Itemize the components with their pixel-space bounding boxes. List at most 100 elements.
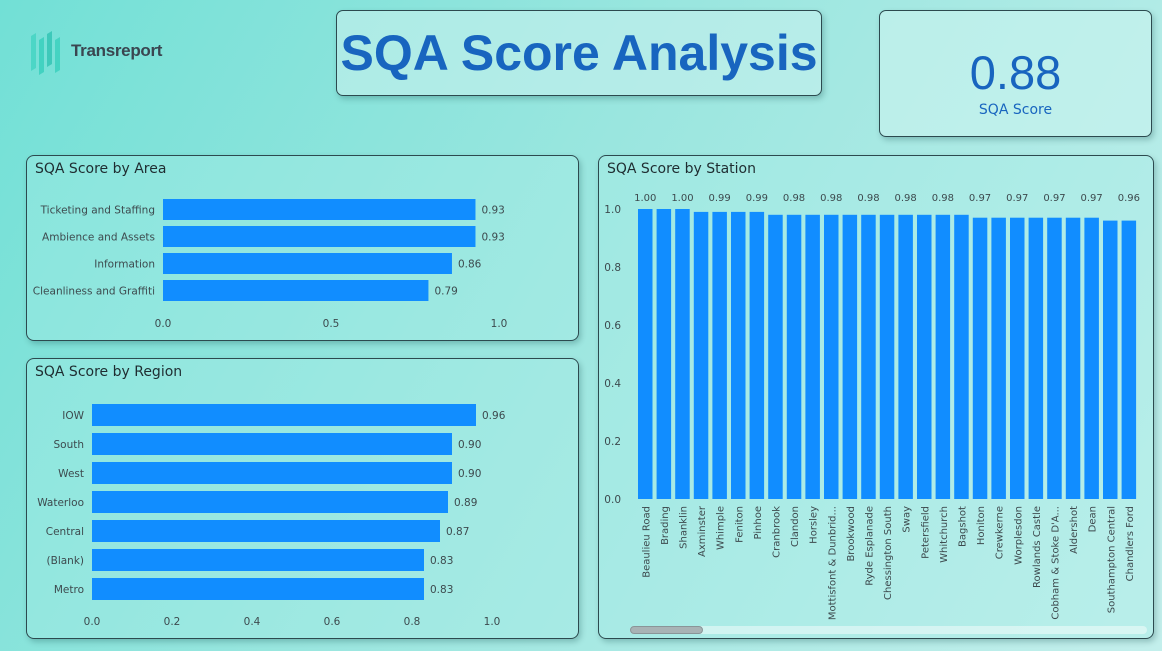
station-data-label: 0.97 (1006, 193, 1028, 204)
station-category-label: Worplesdon (1013, 506, 1024, 565)
station-data-label: 0.99 (746, 193, 768, 204)
region-bar[interactable] (92, 404, 476, 426)
station-category-label: Dean (1088, 506, 1099, 532)
station-category-label: Feniton (734, 506, 745, 543)
region-data-label: 0.96 (482, 410, 506, 422)
title-box: SQA Score Analysis (336, 10, 822, 96)
region-chart: IOW 0.96 South 0.90 West 0.90 Waterloo 0.89 Cent… (37, 404, 506, 628)
area-data-label: 0.93 (481, 205, 504, 217)
station-chart-title: SQA Score by Station (607, 161, 756, 177)
kpi-label: SQA Score (978, 102, 1053, 118)
station-category-label: Brookwood (846, 506, 857, 562)
station-bar[interactable] (1010, 217, 1025, 499)
area-bar[interactable] (163, 280, 429, 301)
station-category-label: Beaulieu Road (641, 506, 652, 578)
station-category-label: Crewkerne (995, 506, 1006, 559)
station-axis-tick: 0.6 (604, 320, 621, 332)
area-bar[interactable] (163, 253, 452, 274)
station-data-label: 0.99 (709, 193, 731, 204)
station-bar[interactable] (972, 217, 988, 499)
station-category-label: Chessington South (883, 506, 894, 600)
station-data-label: 0.98 (783, 193, 805, 204)
station-category-label: Mottisfont & Dunbrid... (827, 506, 838, 620)
area-category-label: Ticketing and Staffing (40, 205, 155, 217)
station-data-label: 1.00 (671, 193, 693, 204)
station-category-label: Petersfield (920, 506, 931, 559)
station-category-label: Whimple (716, 506, 727, 550)
station-bar[interactable] (693, 211, 709, 499)
scrollbar-thumb[interactable] (630, 626, 703, 634)
station-category-label: Whitchurch (939, 506, 950, 563)
area-data-label: 0.79 (434, 286, 457, 298)
station-data-label: 0.98 (820, 193, 842, 204)
area-chart-panel[interactable]: SQA Score by Area Ticketing and Staffing… (26, 155, 579, 341)
area-axis-tick: 1.0 (491, 318, 508, 330)
station-category-label: Clandon (790, 506, 801, 547)
area-category-label: Cleanliness and Graffiti (33, 286, 155, 298)
area-bar[interactable] (163, 226, 476, 247)
station-data-label: 0.98 (932, 193, 954, 204)
region-bar[interactable] (92, 520, 440, 542)
transreport-logo-icon (31, 31, 60, 75)
region-bar[interactable] (92, 433, 452, 455)
region-bar[interactable] (92, 462, 452, 484)
station-bar[interactable] (935, 214, 951, 500)
station-bar[interactable] (656, 209, 672, 499)
station-bar[interactable] (731, 211, 746, 499)
logo-text: Transreport (71, 41, 163, 60)
station-bar[interactable] (768, 214, 783, 500)
station-category-label: Rowlands Castle (1032, 506, 1043, 588)
area-category-label: Ambience and Assets (42, 232, 155, 244)
station-bar[interactable] (1065, 217, 1081, 499)
station-bar[interactable] (898, 214, 913, 500)
station-chart: 0.0 0.2 0.4 0.6 0.8 1.0 1.00 Beaulieu Road Bradi… (604, 193, 1140, 620)
region-data-label: 0.90 (458, 468, 481, 480)
station-data-label: 1.00 (634, 193, 656, 204)
station-bar[interactable] (749, 211, 765, 499)
station-bar[interactable] (1121, 220, 1137, 499)
station-bar[interactable] (1084, 217, 1099, 499)
station-category-label: Bagshot (957, 506, 968, 547)
station-bar[interactable] (675, 209, 690, 499)
region-bar[interactable] (92, 491, 448, 513)
region-axis-tick: 0.0 (84, 616, 101, 628)
station-category-label: Brading (660, 506, 671, 545)
station-bar[interactable] (786, 214, 802, 500)
area-axis-tick: 0.5 (323, 318, 340, 330)
region-axis-tick: 0.2 (164, 616, 181, 628)
region-bar[interactable] (92, 578, 424, 600)
station-bar[interactable] (879, 214, 895, 500)
region-chart-panel[interactable]: SQA Score by Region IOW 0.96 South 0.90 West… (26, 358, 579, 639)
station-bar[interactable] (712, 211, 727, 499)
kpi-card[interactable]: 0.88 SQA Score (879, 10, 1152, 137)
area-data-label: 0.86 (458, 259, 482, 271)
area-chart-title: SQA Score by Area (35, 161, 167, 177)
region-category-label: Metro (54, 584, 84, 596)
station-bar[interactable] (954, 214, 969, 500)
station-bar[interactable] (1047, 217, 1062, 499)
region-data-label: 0.90 (458, 439, 481, 451)
page-title: SQA Score Analysis (340, 25, 818, 81)
region-bar[interactable] (92, 549, 424, 571)
station-category-label: Cobham & Stoke D'A... (1050, 506, 1061, 620)
area-bar[interactable] (163, 199, 476, 220)
station-bar[interactable] (842, 214, 858, 500)
station-axis-tick: 0.8 (604, 262, 621, 274)
station-bar[interactable] (1103, 220, 1118, 499)
region-axis-tick: 0.8 (404, 616, 421, 628)
station-bar[interactable] (824, 214, 839, 500)
station-chart-scrollbar[interactable] (630, 626, 1147, 634)
station-data-label: 0.98 (895, 193, 917, 204)
region-data-label: 0.89 (454, 497, 477, 509)
station-bar[interactable] (861, 214, 876, 500)
station-chart-panel[interactable]: SQA Score by Station 0.0 0.2 0.4 0.6 0.8 1.0 1… (598, 155, 1154, 639)
station-category-label: Shanklin (678, 506, 689, 549)
station-bar[interactable] (805, 214, 820, 500)
station-category-label: Southampton Central (1106, 506, 1117, 613)
station-category-label: Axminster (697, 505, 708, 557)
station-bar[interactable] (917, 214, 932, 500)
station-bar[interactable] (991, 217, 1006, 499)
station-bar[interactable] (1028, 217, 1044, 499)
station-bar[interactable] (638, 209, 653, 499)
region-category-label: West (58, 468, 84, 480)
